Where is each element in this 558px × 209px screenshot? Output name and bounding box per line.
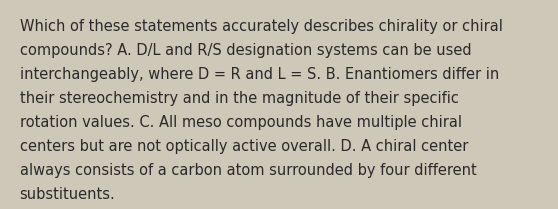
Text: always consists of a carbon atom surrounded by four different: always consists of a carbon atom surroun… <box>20 163 477 178</box>
Text: centers but are not optically active overall. D. A chiral center: centers but are not optically active ove… <box>20 139 468 154</box>
Text: Which of these statements accurately describes chirality or chiral: Which of these statements accurately des… <box>20 19 502 34</box>
Text: rotation values. C. All meso compounds have multiple chiral: rotation values. C. All meso compounds h… <box>20 115 461 130</box>
Text: compounds? A. D/L and R/S designation systems can be used: compounds? A. D/L and R/S designation sy… <box>20 43 471 58</box>
Text: substituents.: substituents. <box>20 187 116 202</box>
Text: interchangeably, where D = R and L = S. B. Enantiomers differ in: interchangeably, where D = R and L = S. … <box>20 67 499 82</box>
Text: their stereochemistry and in the magnitude of their specific: their stereochemistry and in the magnitu… <box>20 91 459 106</box>
